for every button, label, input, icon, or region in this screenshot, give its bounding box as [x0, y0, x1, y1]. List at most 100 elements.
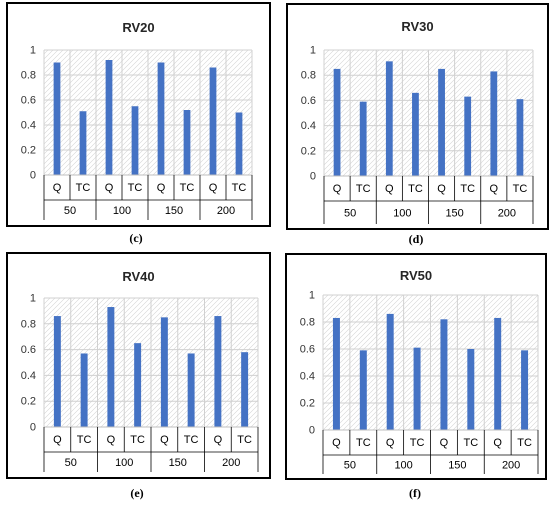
bar — [131, 106, 139, 175]
bar — [214, 316, 222, 427]
y-tick-label: 1 — [30, 45, 36, 57]
x-tick-label: Q — [386, 437, 395, 449]
x-tick-label: TC — [513, 183, 528, 195]
y-tick-label: 0.4 — [300, 371, 315, 383]
caption-c: (c) — [129, 231, 143, 245]
x-tick-label: TC — [517, 437, 532, 449]
bar — [241, 352, 249, 427]
bar — [80, 353, 88, 427]
group-label: 200 — [498, 208, 516, 220]
group-label: 50 — [344, 208, 356, 220]
x-tick-label: Q — [214, 434, 223, 446]
y-tick-label: 0 — [30, 422, 36, 434]
y-tick-label: 0.8 — [301, 70, 316, 82]
x-tick-label: TC — [76, 182, 91, 194]
group-label: 150 — [448, 460, 466, 472]
bar — [209, 67, 217, 175]
y-tick-label: 0.4 — [21, 370, 36, 382]
x-tick-label: Q — [107, 434, 116, 446]
group-label: 200 — [222, 457, 240, 469]
x-tick-label: Q — [209, 182, 218, 194]
group-label: 100 — [393, 208, 411, 220]
y-tick-label: 0.2 — [21, 396, 36, 408]
x-tick-label: TC — [180, 182, 195, 194]
y-tick-label: 0.6 — [301, 95, 316, 107]
caption-d: (d) — [408, 232, 424, 246]
bar — [183, 110, 191, 175]
caption-e: (e) — [130, 486, 144, 500]
y-tick-label: 0 — [30, 170, 36, 182]
bar — [53, 316, 61, 427]
bar — [412, 92, 419, 176]
bar — [53, 62, 61, 175]
bar — [490, 71, 498, 176]
x-tick-label: Q — [490, 183, 499, 195]
x-tick-label: Q — [53, 434, 62, 446]
bar — [464, 96, 472, 176]
x-tick-label: TC — [356, 183, 371, 195]
y-tick-label: 0 — [310, 171, 316, 183]
bar — [160, 317, 168, 427]
x-tick-label: Q — [157, 182, 166, 194]
x-tick-label: Q — [493, 437, 502, 449]
x-tick-label: TC — [410, 437, 425, 449]
chart-title: RV20 — [122, 20, 154, 35]
y-tick-label: 0.8 — [300, 317, 315, 329]
y-tick-label: 0.4 — [21, 120, 36, 132]
y-tick-label: 0.6 — [21, 95, 36, 107]
x-tick-label: TC — [232, 182, 247, 194]
group-label: 100 — [394, 460, 412, 472]
bar — [359, 350, 367, 430]
bar — [386, 313, 394, 430]
chart-title: RV50 — [400, 268, 432, 283]
y-tick-label: 0.8 — [21, 318, 36, 330]
bar — [107, 307, 115, 427]
y-tick-label: 0.2 — [21, 145, 36, 157]
x-tick-label: TC — [460, 183, 475, 195]
bar — [187, 353, 195, 427]
chart-panel-f: RV50 0 0.2 0.4 0.6 0.8 1 Q TC Q TC Q TC Q TC 50 100 150 20… — [285, 253, 547, 480]
x-tick-label: TC — [408, 183, 423, 195]
chart-title: RV40 — [122, 269, 154, 284]
bar — [333, 68, 341, 176]
x-tick-label: Q — [440, 437, 449, 449]
y-tick-label: 0.2 — [300, 398, 315, 410]
x-tick-label: TC — [130, 434, 145, 446]
x-tick-label: Q — [333, 183, 342, 195]
y-tick-label: 0.6 — [300, 344, 315, 356]
chart-svg-d: RV30 0 0.2 0.4 0.6 0.8 1 Q TC Q TC Q TC Q TC 50 100 150 20… — [286, 3, 549, 230]
bar — [79, 111, 87, 175]
x-tick-label: Q — [332, 437, 341, 449]
group-label: 50 — [64, 205, 76, 217]
y-tick-label: 1 — [310, 45, 316, 57]
y-tick-label: 0.6 — [21, 344, 36, 356]
x-tick-label: TC — [128, 182, 143, 194]
y-tick-label: 1 — [30, 293, 36, 305]
bar — [438, 68, 445, 176]
group-label: 100 — [115, 457, 133, 469]
x-tick-label: TC — [463, 437, 478, 449]
group-label: 100 — [113, 205, 131, 217]
chart-title: RV30 — [401, 19, 433, 34]
y-tick-label: 1 — [309, 290, 315, 302]
group-label: 150 — [445, 208, 463, 220]
group-label: 150 — [169, 457, 187, 469]
chart-panel-d: RV30 0 0.2 0.4 0.6 0.8 1 Q TC Q TC Q TC Q TC 50 100 150 20… — [286, 3, 549, 230]
x-tick-label: TC — [184, 434, 199, 446]
bar — [467, 349, 475, 430]
x-tick-label: Q — [105, 182, 114, 194]
bar — [105, 60, 113, 175]
bar — [235, 112, 243, 175]
group-label: 150 — [165, 205, 183, 217]
x-tick-label: Q — [385, 183, 394, 195]
bar — [413, 347, 421, 430]
bar — [385, 61, 393, 177]
bar — [359, 101, 367, 176]
bar — [521, 350, 529, 430]
bar — [134, 343, 142, 427]
x-tick-label: TC — [77, 434, 92, 446]
y-tick-label: 0.4 — [301, 120, 316, 132]
y-tick-label: 0.8 — [21, 70, 36, 82]
